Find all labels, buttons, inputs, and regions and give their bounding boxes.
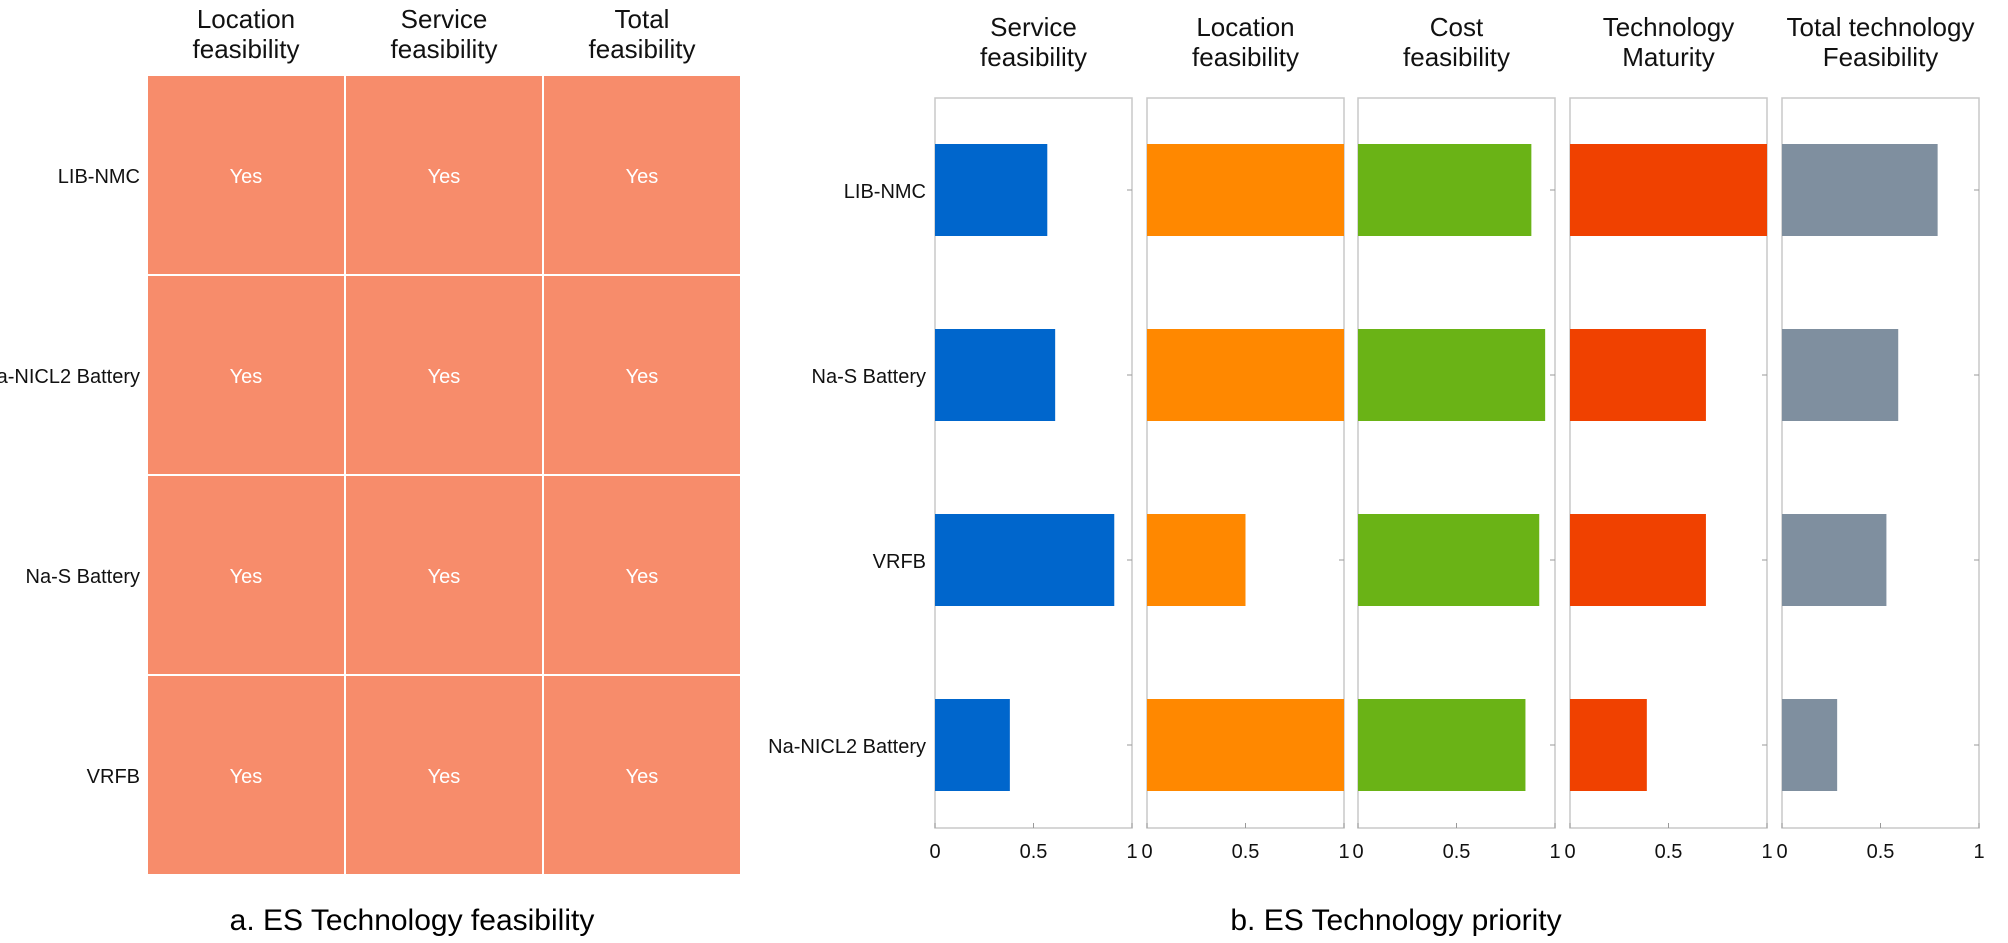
feasibility-heatmap: Location feasibility Service feasibility Tot…: [0, 4, 742, 876]
bar: [1570, 699, 1647, 791]
bar: [1147, 144, 1344, 236]
x-tick-label: 0.5: [1655, 841, 1683, 863]
heatmap-cell-value: Yes: [428, 366, 461, 388]
heatmap-cell: [542, 674, 742, 876]
panel-title: Technology Maturity: [1603, 12, 1735, 72]
bar: [935, 329, 1056, 421]
heatmap-row-label: VRFB: [87, 766, 140, 788]
heatmap-column-header: Location feasibility: [193, 4, 300, 64]
x-tick-label: 0.5: [1020, 841, 1048, 863]
bar-category-label: Na-NICL2 Battery: [768, 736, 926, 758]
bar-category-label: VRFB: [873, 551, 926, 573]
x-tick-label: 1: [1973, 841, 1984, 863]
heatmap-cell-value: Yes: [626, 166, 659, 188]
heatmap-cell-value: Yes: [230, 166, 263, 188]
heatmap-cell-value: Yes: [428, 566, 461, 588]
x-tick-label: 0: [929, 841, 940, 863]
heatmap-cell: [146, 74, 346, 276]
heatmap-cell: [542, 274, 742, 476]
heatmap-cell-value: Yes: [230, 566, 263, 588]
x-tick-label: 0: [1141, 841, 1152, 863]
bar: [935, 144, 1048, 236]
heatmap-row-label: LIB-NMC: [58, 166, 140, 188]
panel-title: Cost feasibility: [1403, 12, 1510, 72]
heatmap-column-header: Total feasibility: [589, 4, 696, 64]
heatmap-row-label: Na-NICL2 Battery: [0, 366, 140, 388]
heatmap-cell-value: Yes: [230, 766, 263, 788]
heatmap-cell-value: Yes: [230, 366, 263, 388]
bar: [1358, 144, 1532, 236]
bar: [1570, 514, 1706, 606]
bar: [1147, 329, 1344, 421]
heatmap-cell-value: Yes: [428, 166, 461, 188]
bar: [1570, 329, 1706, 421]
bar: [935, 514, 1115, 606]
caption-b: b. ES Technology priority: [1230, 904, 1561, 937]
heatmap-cell-value: Yes: [626, 566, 659, 588]
bar: [1358, 514, 1540, 606]
heatmap-cell-value: Yes: [626, 366, 659, 388]
x-tick-label: 0.5: [1867, 841, 1895, 863]
heatmap-column-header: Service feasibility: [391, 4, 498, 64]
bar-category-label: LIB-NMC: [844, 181, 926, 203]
heatmap-cell: [146, 674, 346, 876]
panel-title: Service feasibility: [980, 12, 1087, 72]
heatmap-cell: [344, 74, 544, 276]
x-tick-label: 0: [1352, 841, 1363, 863]
heatmap-cell: [542, 74, 742, 276]
heatmap-cell: [344, 274, 544, 476]
bar: [1782, 514, 1887, 606]
heatmap-cell-value: Yes: [626, 766, 659, 788]
x-tick-label: 0.5: [1443, 841, 1471, 863]
bar: [1782, 329, 1899, 421]
bar: [1147, 699, 1344, 791]
bar: [1358, 699, 1526, 791]
x-tick-label: 1: [1338, 841, 1349, 863]
x-tick-label: 0: [1564, 841, 1575, 863]
x-tick-label: 1: [1549, 841, 1560, 863]
heatmap-cell: [344, 474, 544, 676]
caption-a: a. ES Technology feasibility: [230, 904, 595, 937]
bar-category-label: Na-S Battery: [812, 366, 926, 388]
panel-title: Location feasibility: [1192, 12, 1299, 72]
heatmap-cell: [146, 274, 346, 476]
panel-title: Total technology Feasibility: [1787, 12, 1975, 72]
bar: [1782, 144, 1938, 236]
x-tick-label: 1: [1126, 841, 1137, 863]
x-tick-label: 1: [1761, 841, 1772, 863]
heatmap-row-label: Na-S Battery: [26, 566, 140, 588]
bar: [1570, 144, 1767, 236]
bar: [1358, 329, 1546, 421]
bar: [1782, 699, 1838, 791]
x-tick-label: 0: [1776, 841, 1787, 863]
heatmap-cell-value: Yes: [428, 766, 461, 788]
bar: [1147, 514, 1246, 606]
bar: [935, 699, 1010, 791]
x-tick-label: 0.5: [1232, 841, 1260, 863]
priority-bar-panels: LIB-NMC Na-S Battery VRFB Na-NICL2 Battery S…: [768, 12, 1984, 863]
